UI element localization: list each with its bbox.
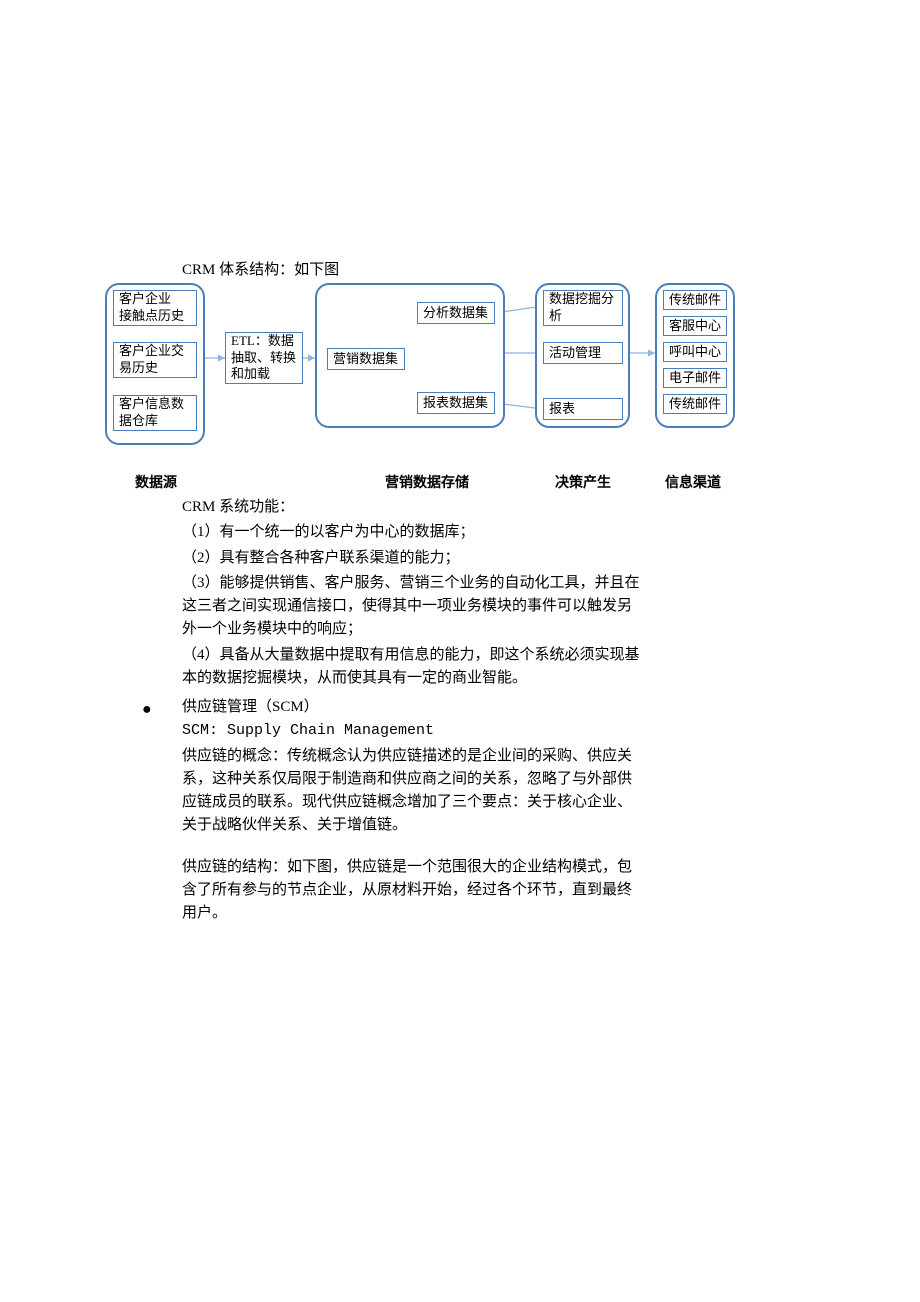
column-label: 信息渠道 <box>665 472 721 492</box>
page: CRM 体系结构：如下图 客户企业接触点历史客户企业交易历史客户信息数据仓库 ET… <box>0 0 920 1302</box>
diagram-node: 活动管理 <box>543 342 623 364</box>
scm-heading-row: ● 供应链管理（SCM） <box>182 696 642 719</box>
bullet-icon: ● <box>142 698 152 723</box>
crm-func-item-2: （2）具有整合各种客户联系渠道的能力； <box>182 547 642 570</box>
scm-paragraph-2: 供应链的结构：如下图，供应链是一个范围很大的企业结构模式，包含了所有参与的节点企… <box>182 856 642 926</box>
diagram-node: 客户信息数据仓库 <box>113 395 197 431</box>
diagram-node: 分析数据集 <box>417 302 495 324</box>
diagram-node: 客户企业交易历史 <box>113 342 197 378</box>
column-label: 决策产生 <box>555 472 611 492</box>
crm-func-heading: CRM 系统功能： <box>182 496 642 519</box>
diagram-node: 数据挖掘分析 <box>543 290 623 326</box>
column-label: 营销数据存储 <box>385 472 469 492</box>
diagram-node: 客服中心 <box>663 316 727 336</box>
diagram-node: 传统邮件 <box>663 394 727 414</box>
diagram-node: 报表 <box>543 398 623 420</box>
diagram-node: 报表数据集 <box>417 392 495 414</box>
scm-heading: 供应链管理（SCM） <box>182 699 319 715</box>
scm-paragraph-1: 供应链的概念：传统概念认为供应链描述的是企业间的采购、供应关系，这种关系仅局限于… <box>182 745 642 838</box>
crm-func-item-1: （1）有一个统一的以客户为中心的数据库； <box>182 521 642 544</box>
diagram-node: 营销数据集 <box>327 348 405 370</box>
diagram-node: 电子邮件 <box>663 368 727 388</box>
crm-architecture-diagram: 客户企业接触点历史客户企业交易历史客户信息数据仓库 ETL：数据抽取、转换和加载 营… <box>105 280 800 450</box>
diagram-node: 传统邮件 <box>663 290 727 310</box>
diagram-node: 客户企业接触点历史 <box>113 290 197 326</box>
scm-english: SCM: Supply Chain Management <box>182 719 642 742</box>
diagram-node: ETL：数据抽取、转换和加载 <box>225 332 303 384</box>
crm-func-item-3: （3）能够提供销售、客户服务、营销三个业务的自动化工具，并且在这三者之间实现通信… <box>182 572 642 642</box>
diagram-node: 呼叫中心 <box>663 342 727 362</box>
diagram-title: CRM 体系结构：如下图 <box>182 258 339 279</box>
crm-func-item-4: （4）具备从大量数据中提取有用信息的能力，即这个系统必须实现基本的数据挖掘模块，… <box>182 644 642 691</box>
body-text: CRM 系统功能： （1）有一个统一的以客户为中心的数据库； （2）具有整合各种… <box>182 496 642 927</box>
column-label: 数据源 <box>135 472 177 492</box>
